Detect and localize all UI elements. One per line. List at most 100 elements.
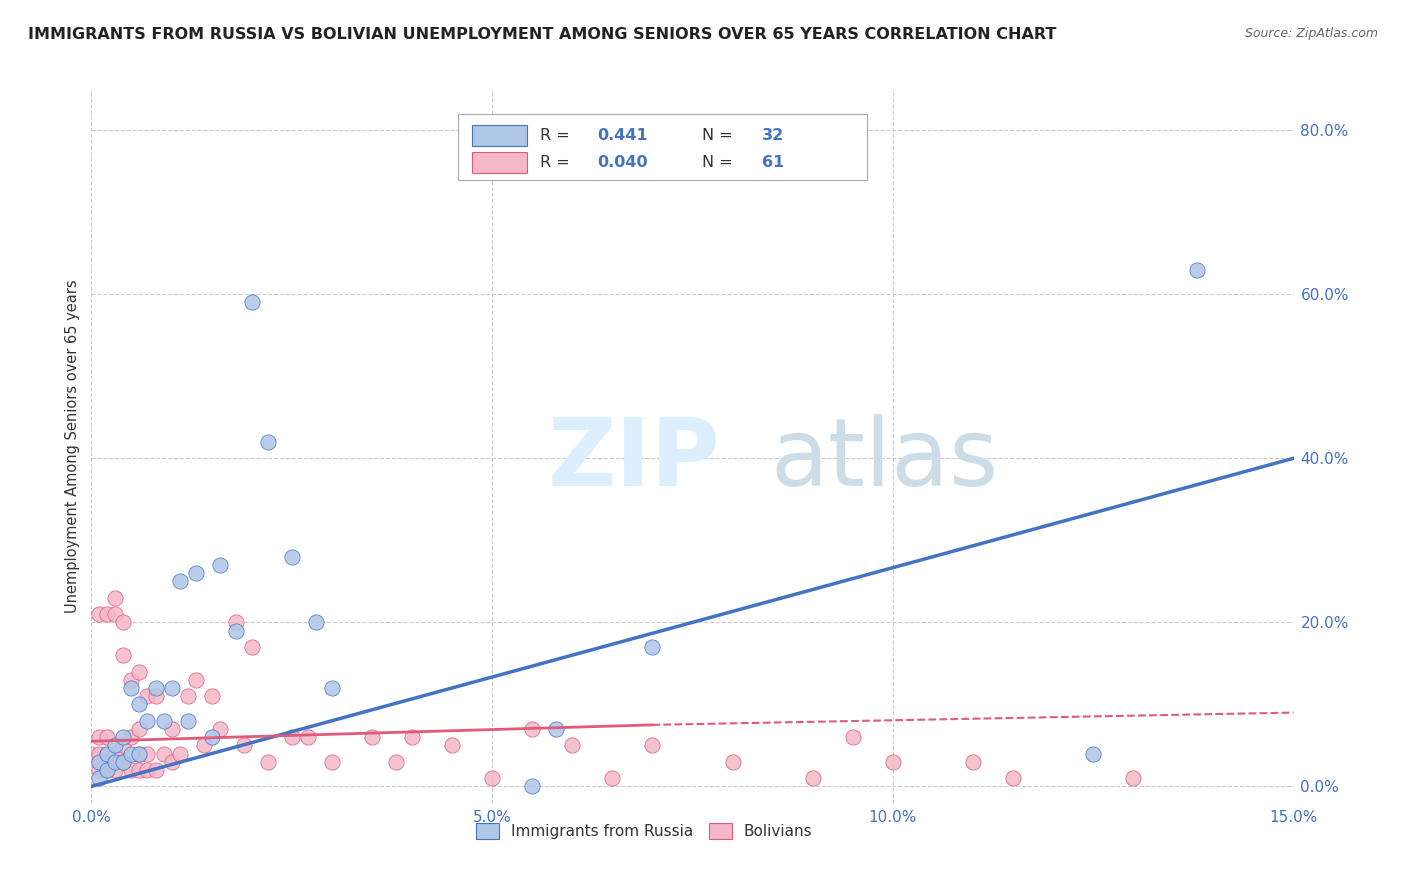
Point — [136, 747, 159, 761]
Point — [176, 714, 198, 728]
Point — [112, 755, 135, 769]
Text: N =: N = — [702, 155, 738, 170]
Point — [641, 739, 664, 753]
Point — [152, 747, 174, 761]
Point — [136, 689, 159, 703]
Point — [440, 739, 463, 753]
Point — [721, 755, 744, 769]
Point — [184, 566, 207, 581]
Point — [80, 747, 103, 761]
Point — [89, 763, 111, 777]
Point — [184, 673, 207, 687]
Point — [112, 730, 135, 744]
Point — [128, 722, 150, 736]
Point — [882, 755, 904, 769]
Point — [96, 607, 118, 622]
Point — [481, 771, 503, 785]
Legend: Immigrants from Russia, Bolivians: Immigrants from Russia, Bolivians — [470, 817, 818, 845]
Point — [546, 722, 568, 736]
Point — [128, 763, 150, 777]
Point — [128, 698, 150, 712]
Point — [104, 607, 127, 622]
Point — [112, 755, 135, 769]
Point — [112, 648, 135, 662]
Point — [201, 730, 224, 744]
Point — [104, 763, 127, 777]
Text: N =: N = — [702, 128, 738, 143]
Text: atlas: atlas — [770, 414, 998, 507]
Point — [112, 739, 135, 753]
Point — [136, 714, 159, 728]
Point — [121, 747, 143, 761]
Point — [96, 763, 118, 777]
Point — [240, 295, 263, 310]
Point — [160, 722, 183, 736]
Point — [240, 640, 263, 654]
Point — [128, 747, 150, 761]
Point — [225, 624, 247, 638]
Point — [152, 714, 174, 728]
Point — [89, 730, 111, 744]
Point — [104, 591, 127, 605]
Point — [121, 763, 143, 777]
Point — [145, 763, 167, 777]
Point — [169, 747, 191, 761]
Point — [401, 730, 423, 744]
Point — [281, 730, 304, 744]
Point — [297, 730, 319, 744]
Point — [128, 665, 150, 679]
Point — [1187, 262, 1209, 277]
Point — [522, 780, 544, 794]
Text: IMMIGRANTS FROM RUSSIA VS BOLIVIAN UNEMPLOYMENT AMONG SENIORS OVER 65 YEARS CORR: IMMIGRANTS FROM RUSSIA VS BOLIVIAN UNEMP… — [28, 27, 1056, 42]
Point — [360, 730, 382, 744]
Point — [1001, 771, 1024, 785]
Point — [96, 730, 118, 744]
Point — [1122, 771, 1144, 785]
Text: 0.040: 0.040 — [598, 155, 648, 170]
Point — [104, 755, 127, 769]
Point — [176, 689, 198, 703]
Text: 0.441: 0.441 — [598, 128, 648, 143]
Point — [225, 615, 247, 630]
Point — [169, 574, 191, 589]
Y-axis label: Unemployment Among Seniors over 65 years: Unemployment Among Seniors over 65 years — [65, 279, 80, 613]
Point — [281, 549, 304, 564]
FancyBboxPatch shape — [472, 152, 527, 173]
Point — [160, 755, 183, 769]
Point — [89, 755, 111, 769]
Point — [193, 739, 215, 753]
Point — [121, 673, 143, 687]
Text: R =: R = — [540, 128, 575, 143]
Point — [112, 615, 135, 630]
Point — [201, 689, 224, 703]
Point — [96, 763, 118, 777]
Text: ZIP: ZIP — [548, 414, 721, 507]
Point — [385, 755, 408, 769]
Point — [602, 771, 624, 785]
Point — [641, 640, 664, 654]
Point — [256, 755, 278, 769]
Point — [89, 747, 111, 761]
Text: 61: 61 — [762, 155, 785, 170]
Point — [801, 771, 824, 785]
Point — [208, 558, 231, 572]
Point — [136, 763, 159, 777]
Point — [104, 739, 127, 753]
Point — [160, 681, 183, 695]
Point — [841, 730, 863, 744]
Point — [232, 739, 254, 753]
Point — [145, 681, 167, 695]
Point — [89, 607, 111, 622]
Point — [1083, 747, 1105, 761]
Point — [962, 755, 984, 769]
FancyBboxPatch shape — [472, 125, 527, 146]
Point — [321, 681, 343, 695]
Point — [522, 722, 544, 736]
Point — [561, 739, 583, 753]
Point — [89, 771, 111, 785]
Point — [104, 747, 127, 761]
Point — [208, 722, 231, 736]
Point — [145, 689, 167, 703]
Text: R =: R = — [540, 155, 575, 170]
Point — [305, 615, 328, 630]
